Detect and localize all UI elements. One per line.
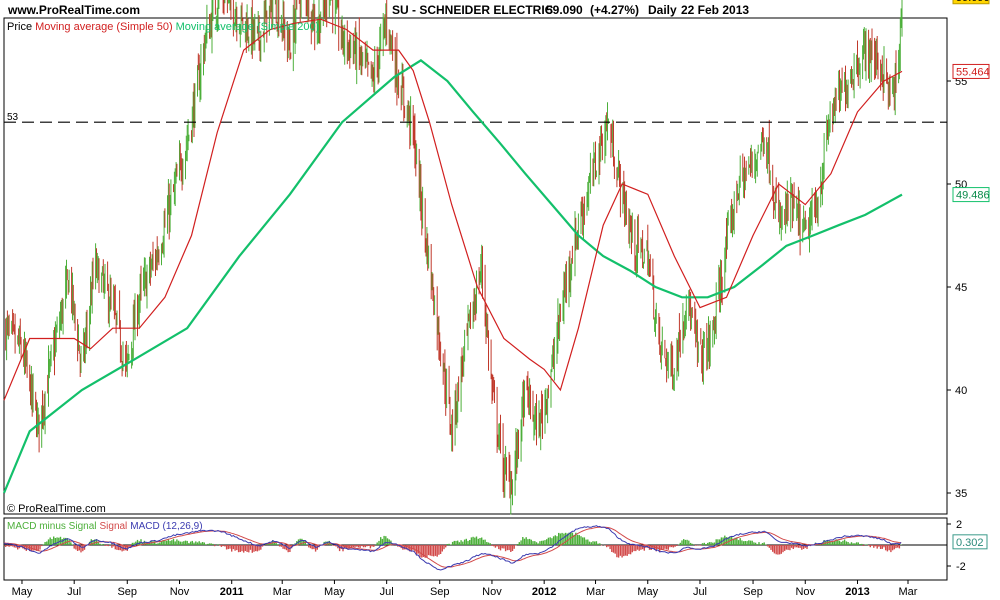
time-tick-label: 2011	[220, 586, 244, 598]
time-axis: May Jul Sep Nov 2011 Mar May Jul Sep Nov 2012 Mar Ma…	[12, 580, 918, 598]
watermark: © ProRealTime.com	[7, 503, 106, 515]
time-tick-label: Mar	[899, 586, 918, 598]
macd-line	[3, 525, 902, 571]
sma50-line	[3, 18, 903, 401]
time-tick-label: May	[324, 586, 345, 598]
time-tick-label: 2012	[532, 586, 556, 598]
price-panel-frame	[3, 17, 948, 515]
time-tick-label: 2013	[845, 586, 869, 598]
time-tick-label: May	[637, 586, 658, 598]
time-tick-label: Nov	[482, 586, 502, 598]
legend-sma200: Moving average (Simple 200)	[176, 21, 320, 33]
price-tick-label: 35	[955, 488, 967, 500]
macd-legend: MACD minus Signal Signal MACD (12,26,9)	[7, 521, 203, 532]
chart-date: 22 Feb 2013	[681, 3, 749, 17]
sma200-line	[2, 59, 903, 494]
legend-price: Price	[7, 21, 32, 33]
legend: Price Moving average (Simple 50) Moving av…	[7, 21, 319, 33]
time-tick-label: Jul	[67, 586, 81, 598]
time-tick-label: Nov	[795, 586, 815, 598]
last-price-tag-box	[952, 0, 990, 5]
price-axis: 354045505560	[947, 76, 967, 500]
price-tick-label: 40	[955, 385, 967, 397]
sma200-value-tag: 49.486	[956, 190, 990, 202]
price-change: (+4.27%)	[590, 3, 639, 17]
legend-sma50: Moving average (Simple 50)	[35, 21, 173, 33]
legend-macd-hist: MACD minus Signal	[7, 521, 96, 532]
time-tick-label: Sep	[743, 586, 763, 598]
macd-histogram	[3, 532, 902, 558]
macd-value-tag-box	[952, 534, 988, 550]
sma200-value-tag-box	[952, 187, 990, 203]
price-bars	[5, 0, 903, 515]
legend-macd: MACD (12,26,9)	[130, 521, 202, 532]
sma50-value-tag-box	[952, 63, 990, 79]
last-price: 59.090	[546, 3, 583, 17]
macd-tick-label: -2	[956, 561, 966, 573]
instrument-name: SU - SCHNEIDER ELECTRIC	[392, 3, 554, 17]
last-price-tag: 59.090	[956, 0, 990, 4]
macd-panel-frame	[3, 517, 948, 581]
macd-value-tag: 0.302	[956, 537, 984, 549]
time-tick-label: Nov	[170, 586, 190, 598]
axis-value-tags: 59.090 55.464 49.486	[952, 0, 990, 203]
site-name: www.ProRealTime.com	[7, 3, 140, 17]
reference-line-label: 53	[7, 112, 19, 123]
time-tick-label: Mar	[273, 586, 292, 598]
time-tick-label: May	[12, 586, 33, 598]
time-tick-label: Jul	[380, 586, 394, 598]
signal-line	[3, 526, 902, 568]
time-tick-label: Jul	[693, 586, 707, 598]
period: Daily	[648, 3, 677, 17]
time-tick-label: Mar	[586, 586, 605, 598]
macd-tick-label: 2	[956, 519, 962, 531]
price-tick-label: 45	[955, 282, 967, 294]
sma50-value-tag: 55.464	[956, 66, 990, 78]
price-tick-label: 55	[955, 76, 967, 88]
time-tick-label: Sep	[117, 586, 137, 598]
legend-signal: Signal	[99, 521, 127, 532]
time-tick-label: Sep	[430, 586, 450, 598]
